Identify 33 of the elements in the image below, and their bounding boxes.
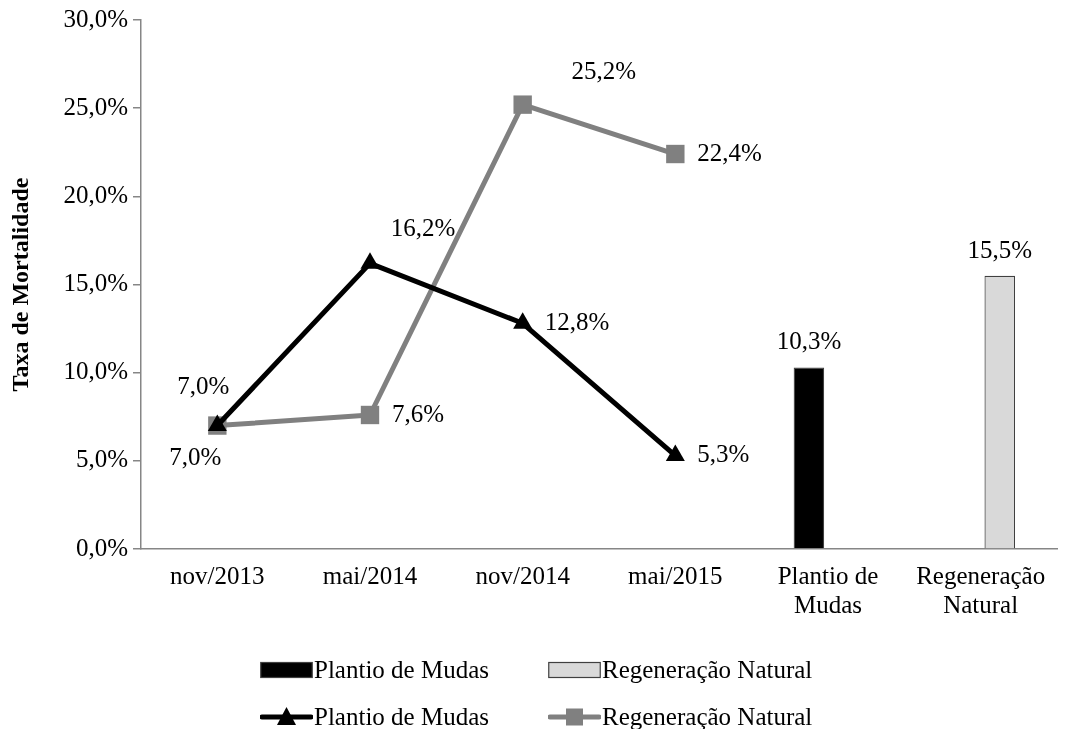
y-axis-title: Taxa de Mortalidade — [6, 177, 33, 392]
point — [513, 95, 532, 114]
data-label: 7,6% — [392, 399, 445, 427]
x-tick-label: mai/2015 — [628, 561, 723, 589]
x-tick-label: mai/2014 — [322, 561, 418, 589]
data-label: 7,0% — [169, 443, 222, 471]
x-tick-label: Plantio de Mudas — [777, 561, 879, 618]
data-label: 7,0% — [177, 372, 230, 400]
data-label: 16,2% — [390, 213, 456, 241]
data-label: 22,4% — [697, 138, 762, 166]
point — [513, 312, 533, 329]
x-tick-label: Regeneração Natural — [916, 561, 1046, 618]
x-tick-label: nov/2014 — [475, 561, 571, 589]
y-tick-label: 15,0% — [63, 269, 128, 297]
point — [665, 444, 685, 462]
y-tick-label: 0,0% — [75, 533, 128, 561]
data-label: 15,5% — [967, 235, 1033, 263]
y-tick-label: 20,0% — [63, 180, 128, 208]
data-label: 10,3% — [776, 327, 842, 355]
x-tick-label: nov/2013 — [170, 561, 265, 589]
legend-label: Regeneração Natural — [602, 702, 813, 729]
y-tick-label: 25,0% — [63, 92, 128, 120]
legend-label: Regeneração Natural — [602, 655, 813, 684]
point — [360, 252, 380, 269]
legend-label: Plantio de Mudas — [314, 655, 489, 684]
data-label: 25,2% — [571, 57, 636, 85]
point — [666, 144, 685, 164]
y-tick-label: 5,0% — [75, 445, 128, 473]
y-tick-label: 30,0% — [63, 4, 128, 32]
data-label: 5,3% — [697, 440, 750, 468]
y-tick-label: 10,0% — [63, 357, 128, 385]
data-label: 12,8% — [544, 307, 610, 335]
legend-label: Plantio de Mudas — [314, 702, 489, 729]
